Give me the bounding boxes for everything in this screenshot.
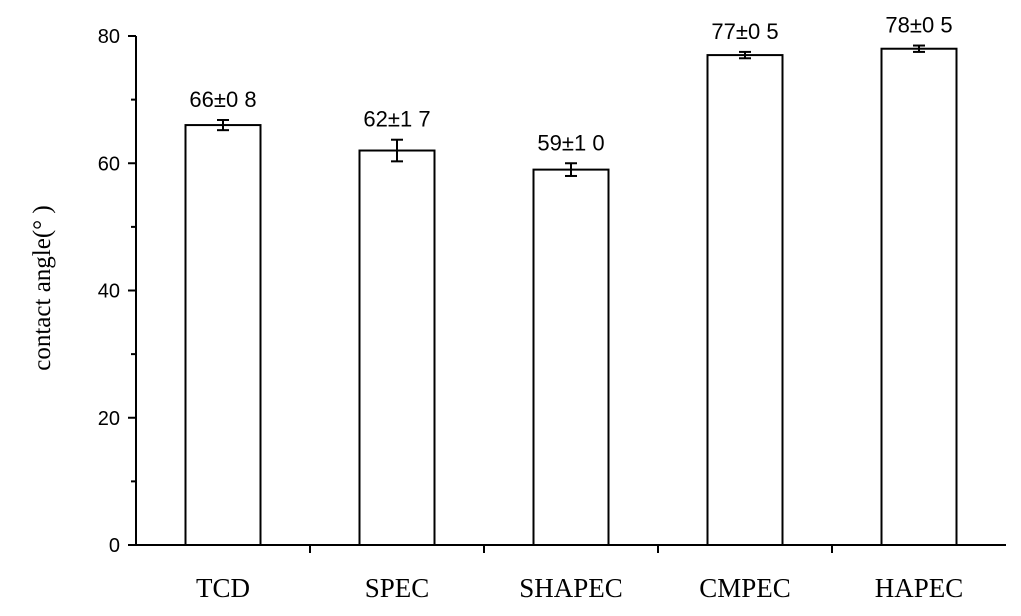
data-label: 78±0 5 xyxy=(885,13,952,38)
bar-hapec xyxy=(880,47,958,546)
y-tick-label: 80 xyxy=(98,26,120,48)
data-label: 59±1 0 xyxy=(537,130,604,155)
y-tick-label: 0 xyxy=(109,535,120,557)
y-tick-label: 60 xyxy=(98,153,120,175)
bar-cmpec xyxy=(706,54,784,547)
bar-spec xyxy=(358,149,436,546)
y-tick-label: 40 xyxy=(98,281,120,303)
data-label: 77±0 5 xyxy=(711,19,778,44)
data-label: 66±0 8 xyxy=(189,87,256,112)
axes: 0 20 40 60 80 xyxy=(98,26,1006,557)
x-category-label: HAPEC xyxy=(875,573,964,603)
bar-tcd xyxy=(184,124,262,546)
bar-shapec xyxy=(532,168,610,547)
labels: 66±0 8 TCD 62±1 7 SPEC 59±1 0 SHAPEC 77±0 5 CMP… xyxy=(189,13,963,603)
bars xyxy=(184,44,958,547)
x-category-label: SHAPEC xyxy=(519,573,623,603)
data-label: 62±1 7 xyxy=(363,107,430,132)
y-axis-title: contact angle(° ) xyxy=(29,205,56,370)
y-tick-label: 20 xyxy=(98,408,120,430)
x-category-label: SPEC xyxy=(365,573,430,603)
x-category-label: CMPEC xyxy=(699,573,791,603)
x-category-label: TCD xyxy=(196,573,250,603)
